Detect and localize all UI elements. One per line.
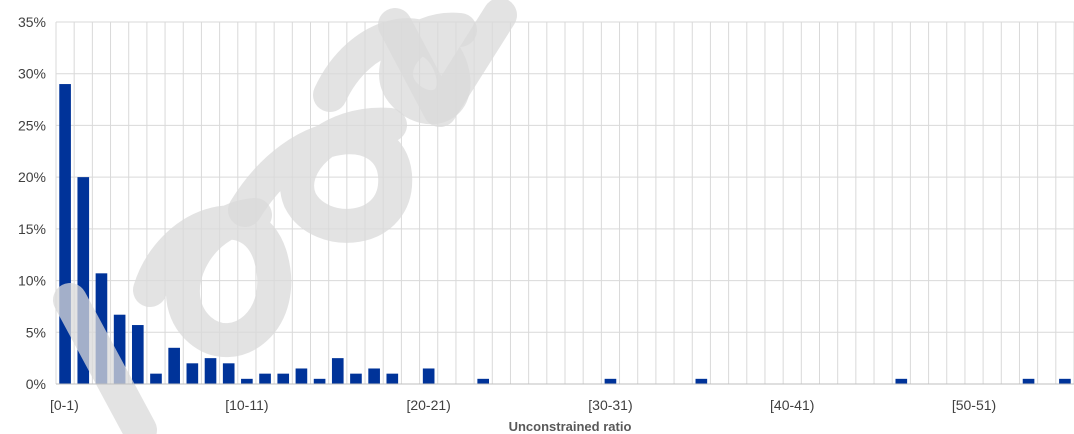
x-tick-label: [40-41) [770,397,814,413]
y-tick-label: 0% [26,376,46,392]
bar [386,373,399,384]
bar [295,368,308,384]
bar [150,373,162,384]
bar [277,373,290,384]
x-tick-label: [0-1) [50,397,79,413]
bar [204,358,217,384]
bar [331,358,344,384]
x-tick-label: [20-21) [406,397,450,413]
bar [477,378,490,384]
x-axis-ticks: [0-1) [10-11) [20-21) [30-31) [40-41) [50-51) [50,397,996,413]
bar [1022,378,1035,384]
bar [313,378,326,384]
bar [168,347,180,384]
bar [422,368,435,384]
bar [131,325,144,384]
y-tick-label: 25% [18,117,46,133]
y-tick-label: 15% [18,221,46,237]
x-tick-label: [10-11) [225,397,268,413]
bar [368,368,380,384]
bar [259,373,271,384]
y-axis-ticks: 0% 5% 10% 15% 20% 25% 30% 35% [18,14,46,392]
x-axis-title: Unconstrained ratio [509,419,632,434]
bar [222,363,235,384]
y-tick-label: 10% [18,273,46,289]
y-tick-label: 5% [26,324,46,340]
watermark [53,0,517,434]
bar [113,314,126,384]
x-tick-label: [50-51) [952,397,996,413]
bar [1059,378,1071,384]
bar [77,177,90,384]
bar [186,363,199,384]
bar [695,378,708,384]
y-tick-label: 20% [18,169,46,185]
bar [895,378,908,384]
y-tick-label: 35% [18,14,46,30]
bar [59,84,71,385]
bar [241,378,253,384]
grid-lines [55,21,1074,385]
bar [604,378,617,384]
y-tick-label: 30% [18,66,46,82]
x-tick-label: [30-31) [588,397,632,413]
bar [350,373,362,384]
